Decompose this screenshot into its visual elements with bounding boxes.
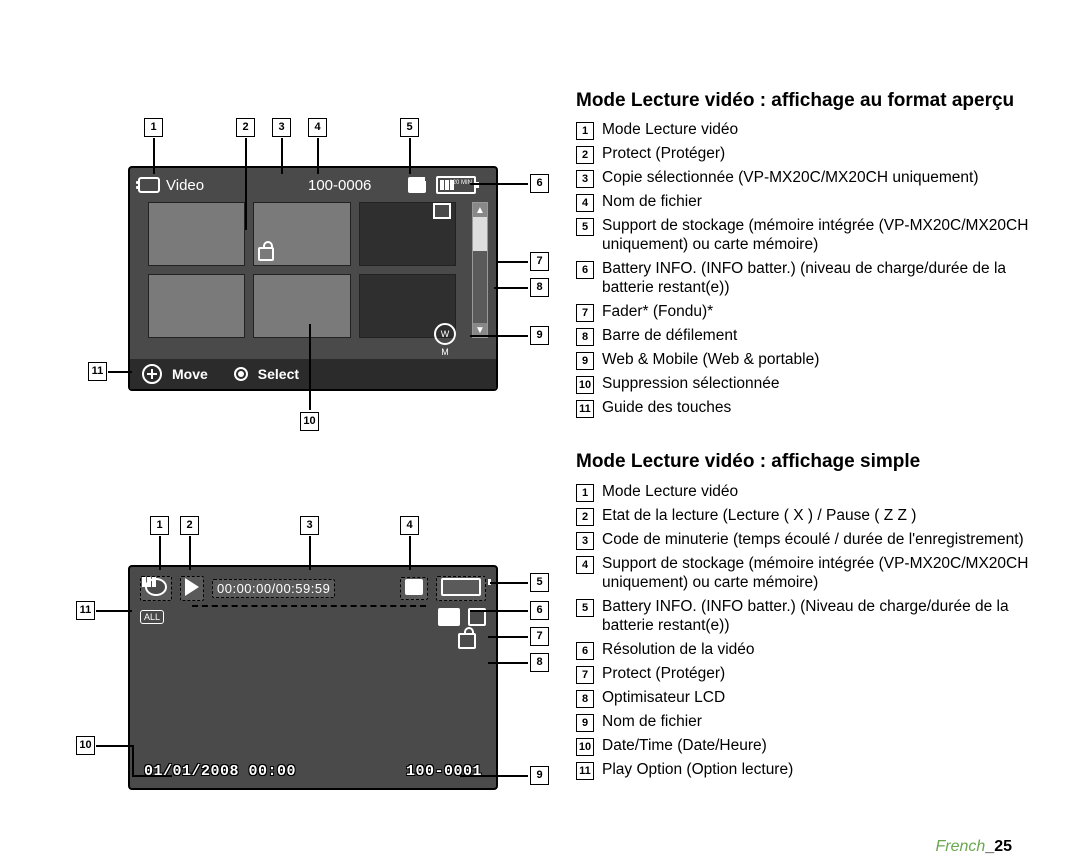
dpad-icon bbox=[142, 364, 162, 384]
legend-item: Copie sélectionnée (VP-MX20C/MX20CH uniq… bbox=[602, 168, 1040, 187]
file-index: 100-0006 bbox=[308, 177, 371, 194]
play-state-icon bbox=[180, 576, 204, 601]
legend-item: Battery INFO. (INFO batter.) (niveau de … bbox=[602, 259, 1040, 298]
callout-marker: 4 bbox=[400, 516, 419, 535]
thumbnail[interactable] bbox=[253, 274, 350, 338]
footer-page: _25 bbox=[985, 838, 1012, 855]
move-label: Move bbox=[172, 366, 208, 382]
legend-item: Barre de défilement bbox=[602, 326, 1040, 345]
section-heading: Mode Lecture vidéo : affichage simple bbox=[576, 451, 920, 473]
select-dot-icon bbox=[234, 367, 248, 381]
datetime-label: 01/01/2008 00:00 bbox=[144, 763, 296, 780]
callout-marker: 9 bbox=[530, 766, 549, 785]
thumbnail-view-screen: Video 100-0006 120 MIN ▲ ▼ W M Move bbox=[128, 166, 498, 391]
battery-icon bbox=[436, 576, 486, 601]
screen-header: Video 100-0006 120 MIN bbox=[138, 174, 488, 196]
single-row2: ALL bbox=[140, 605, 486, 629]
thumbnail[interactable] bbox=[148, 274, 245, 338]
callout-marker: 7 bbox=[530, 252, 549, 271]
lock-icon bbox=[458, 633, 476, 649]
legend-item: Optimisateur LCD bbox=[602, 688, 1040, 707]
page-footer: French_25 bbox=[936, 838, 1013, 856]
callout-marker: 3 bbox=[300, 516, 319, 535]
resolution-icon bbox=[438, 608, 460, 626]
legend-item: Play Option (Option lecture) bbox=[602, 760, 1040, 779]
legend-item: Date/Time (Date/Heure) bbox=[602, 736, 1040, 755]
legend-item: Battery INFO. (INFO batter.) (Niveau de … bbox=[602, 597, 1040, 636]
callout-marker: 2 bbox=[236, 118, 255, 137]
callout-marker: 10 bbox=[76, 736, 95, 755]
legend-item: Protect (Protéger) bbox=[602, 664, 1040, 683]
scroll-up-icon[interactable]: ▲ bbox=[473, 203, 487, 217]
legend-item: Guide des touches bbox=[602, 398, 1040, 417]
storage-card-icon bbox=[408, 177, 426, 193]
copy-icon bbox=[437, 207, 451, 219]
callout-marker: 8 bbox=[530, 653, 549, 672]
legend-item: Support de stockage (mémoire intégrée (V… bbox=[602, 216, 1040, 255]
callout-marker: 7 bbox=[530, 627, 549, 646]
callout-marker: 11 bbox=[88, 362, 107, 381]
battery-icon: 120 MIN bbox=[436, 176, 476, 194]
single-header: 00:00:00/00:59:59 bbox=[140, 575, 486, 601]
row3 bbox=[458, 633, 476, 652]
thumbnail[interactable] bbox=[359, 202, 456, 266]
play-option-icon: ALL bbox=[140, 610, 164, 624]
legend-item: Mode Lecture vidéo bbox=[602, 120, 1040, 139]
time-counter: 00:00:00/00:59:59 bbox=[212, 579, 335, 598]
legend-item: Web & Mobile (Web & portable) bbox=[602, 350, 1040, 369]
callout-marker: 6 bbox=[530, 174, 549, 193]
legend-item: Nom de fichier bbox=[602, 192, 1040, 211]
manual-page: Video 100-0006 120 MIN ▲ ▼ W M Move bbox=[0, 0, 1080, 868]
legend-item: Support de stockage (mémoire intégrée (V… bbox=[602, 554, 1040, 593]
legend-item: Résolution de la vidéo bbox=[602, 640, 1040, 659]
legend-item: Code de minuterie (temps écoulé / durée … bbox=[602, 530, 1040, 549]
legend-top: 1Mode Lecture vidéo 2Protect (Protéger) … bbox=[576, 118, 1040, 420]
legend-item: Etat de la lecture (Lecture ( X ) / Paus… bbox=[602, 506, 1040, 525]
key-guide-bar: Move Select bbox=[130, 359, 496, 389]
callout-marker: 11 bbox=[76, 601, 95, 620]
legend-item: Nom de fichier bbox=[602, 712, 1040, 731]
callout-marker: 10 bbox=[300, 412, 319, 431]
file-index: 100-0001 bbox=[406, 763, 482, 780]
callout-marker: 9 bbox=[530, 326, 549, 345]
mode-label: Video bbox=[166, 177, 204, 194]
legend-item: Protect (Protéger) bbox=[602, 144, 1040, 163]
footer-lang: French bbox=[936, 838, 986, 855]
callout-marker: 5 bbox=[400, 118, 419, 137]
callout-marker: 6 bbox=[530, 601, 549, 620]
single-footer: 01/01/2008 00:00 100-0001 bbox=[144, 763, 482, 780]
web-mobile-icon: W M bbox=[434, 323, 456, 345]
select-label: Select bbox=[258, 366, 299, 382]
callout-marker: 8 bbox=[530, 278, 549, 297]
dashed-guide bbox=[192, 605, 426, 607]
legend-item: Fader* (Fondu)* bbox=[602, 302, 1040, 321]
single-view-screen: 00:00:00/00:59:59 ALL 01/01/2008 00:00 1… bbox=[128, 565, 498, 790]
callout-marker: 4 bbox=[308, 118, 327, 137]
legend-item: Suppression sélectionnée bbox=[602, 374, 1040, 393]
section-heading: Mode Lecture vidéo : affichage au format… bbox=[576, 90, 1014, 112]
thumbnail[interactable] bbox=[253, 202, 350, 266]
scroll-thumb[interactable] bbox=[473, 217, 487, 251]
legend-bottom: 1Mode Lecture vidéo 2Etat de la lecture … bbox=[576, 480, 1040, 782]
film-reel-icon bbox=[138, 177, 160, 193]
lock-icon bbox=[258, 247, 274, 261]
callout-marker: 3 bbox=[272, 118, 291, 137]
scrollbar[interactable]: ▲ ▼ bbox=[472, 202, 488, 338]
callout-marker: 5 bbox=[530, 573, 549, 592]
callout-marker: 1 bbox=[144, 118, 163, 137]
storage-card-icon bbox=[400, 577, 428, 600]
legend-item: Mode Lecture vidéo bbox=[602, 482, 1040, 501]
thumbnail-grid bbox=[148, 202, 456, 338]
callout-marker: 2 bbox=[180, 516, 199, 535]
callout-marker: 1 bbox=[150, 516, 169, 535]
thumbnail[interactable] bbox=[148, 202, 245, 266]
